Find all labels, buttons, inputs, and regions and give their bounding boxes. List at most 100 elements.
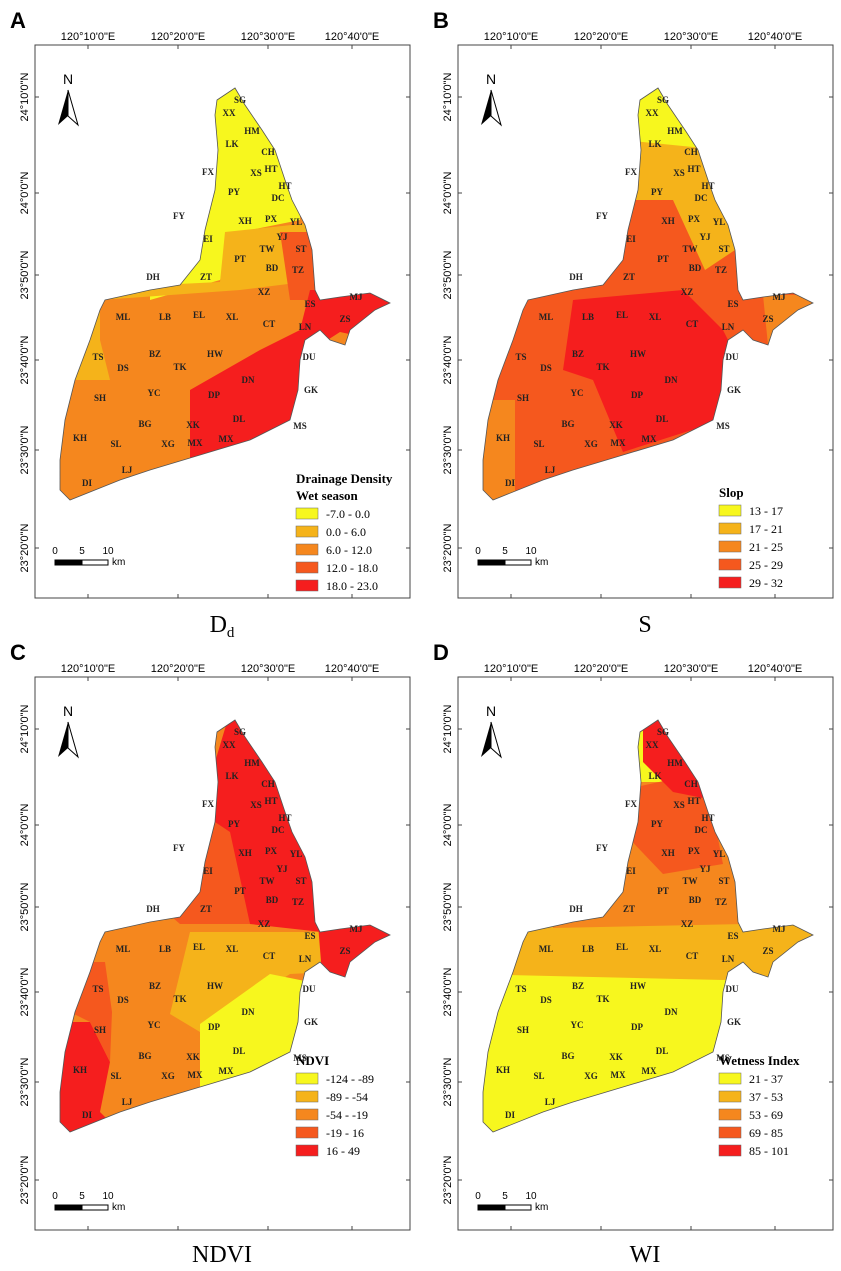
region-label: LK — [225, 771, 238, 781]
region-label: XK — [186, 1052, 200, 1062]
region-label: TS — [92, 984, 103, 994]
caption-text: D — [210, 612, 227, 638]
region-label: CT — [263, 951, 276, 961]
region-label: TW — [682, 244, 697, 254]
zone — [483, 922, 813, 980]
legend-swatch — [295, 1072, 319, 1085]
region-label: DN — [665, 1007, 678, 1017]
scale-bar — [477, 1204, 506, 1211]
region-label: DL — [233, 414, 246, 424]
caption-subscript: d — [227, 625, 235, 641]
region-label: LK — [648, 771, 661, 781]
region-label: TZ — [292, 265, 304, 275]
region-label: XX — [223, 108, 236, 118]
latitude-label: 23°40'0"N — [19, 335, 31, 384]
region-label: SG — [657, 727, 669, 737]
region-label: LJ — [122, 465, 133, 475]
zone — [60, 720, 390, 1132]
latitude-label: 23°40'0"N — [442, 967, 454, 1016]
region-label: PT — [657, 886, 669, 896]
legend-swatch — [718, 558, 742, 571]
north-label: N — [486, 71, 496, 87]
region-label: ZT — [623, 904, 635, 914]
latitude-label: 23°50'0"N — [442, 250, 454, 299]
legend-label: -124 - -89 — [326, 1072, 374, 1086]
region-label: YC — [148, 388, 161, 398]
region-label: HT — [278, 181, 291, 191]
region-label: HM — [244, 126, 260, 136]
region-label: XK — [609, 1052, 623, 1062]
map-panel: A 120°10'0"E 120°20'0"E 120°30'0"E 120°40'0"… — [10, 8, 411, 641]
scale-bar — [81, 559, 109, 566]
latitude-label: 23°20'0"N — [19, 523, 31, 572]
region-label: DN — [242, 1007, 255, 1017]
region-label: DL — [656, 414, 669, 424]
region-label: PX — [265, 846, 277, 856]
region-label: XG — [584, 1071, 598, 1081]
longitude-label: 120°30'0"E — [664, 663, 718, 675]
latitude-label: 23°20'0"N — [19, 1155, 31, 1204]
region-label: DC — [695, 193, 708, 203]
region-label: MS — [716, 1053, 730, 1063]
latitude-label: 23°40'0"N — [19, 967, 31, 1016]
region-label: DP — [208, 1022, 220, 1032]
legend-label: 53 - 69 — [749, 1108, 783, 1122]
legend-label: 25 - 29 — [749, 558, 783, 572]
region-label: HT — [264, 796, 277, 806]
region-label: BG — [138, 419, 151, 429]
region-label: LJ — [545, 465, 556, 475]
region-label: SL — [110, 1071, 121, 1081]
study-area-outline — [482, 87, 814, 501]
scale-bar — [54, 1204, 83, 1211]
region-label: DC — [272, 193, 285, 203]
region-label: PY — [651, 187, 663, 197]
region-label: EL — [193, 310, 205, 320]
region-label: YC — [571, 388, 584, 398]
region-label: KH — [496, 433, 510, 443]
panel-letter: D — [433, 640, 449, 665]
longitude-label: 120°20'0"E — [574, 31, 628, 43]
region-label: MS — [716, 421, 730, 431]
region-label: FX — [202, 167, 214, 177]
region-label: TK — [596, 994, 609, 1004]
region-label: YL — [290, 217, 303, 227]
region-label: DC — [272, 825, 285, 835]
north-label: N — [486, 703, 496, 719]
longitude-label: 120°10'0"E — [484, 31, 538, 43]
scale-bar — [504, 559, 532, 566]
map-panel: D 120°10'0"E 120°20'0"E 120°30'0"E 120°40'0"… — [433, 640, 834, 1268]
zone — [60, 88, 390, 500]
caption-text: NDVI — [192, 1242, 252, 1268]
north-label: N — [63, 71, 73, 87]
region-label: SH — [517, 1025, 529, 1035]
region-label: BD — [266, 895, 279, 905]
map-panel: B 120°10'0"E 120°20'0"E 120°30'0"E 120°40'0"… — [433, 8, 834, 638]
region-label: TZ — [715, 897, 727, 907]
region-label: ML — [539, 944, 554, 954]
scale-label: 0 — [52, 1191, 58, 1202]
legend-title: Drainage Density — [296, 471, 393, 486]
region-label: DH — [569, 272, 583, 282]
region-label: YJ — [277, 232, 288, 242]
region-label: XH — [238, 216, 252, 226]
latitude-label: 23°30'0"N — [19, 425, 31, 474]
legend-label: 29 - 32 — [749, 576, 783, 590]
region-label: DP — [631, 390, 643, 400]
region-label: ES — [727, 931, 738, 941]
scale-bar — [54, 559, 83, 566]
latitude-label: 23°30'0"N — [442, 1057, 454, 1106]
scale-unit: km — [112, 557, 125, 568]
region-label: LB — [159, 944, 171, 954]
region-label: LB — [582, 944, 594, 954]
region-label: EL — [193, 942, 205, 952]
region-label: PX — [265, 214, 277, 224]
region-label: ZS — [339, 314, 350, 324]
region-label: KH — [73, 433, 87, 443]
region-label: SH — [94, 1025, 106, 1035]
region-label: DP — [631, 1022, 643, 1032]
region-label: LN — [299, 954, 312, 964]
caption: NDVI — [192, 1242, 252, 1268]
legend-swatch — [718, 1108, 742, 1121]
longitude-label: 120°20'0"E — [151, 31, 205, 43]
zone — [60, 222, 320, 380]
